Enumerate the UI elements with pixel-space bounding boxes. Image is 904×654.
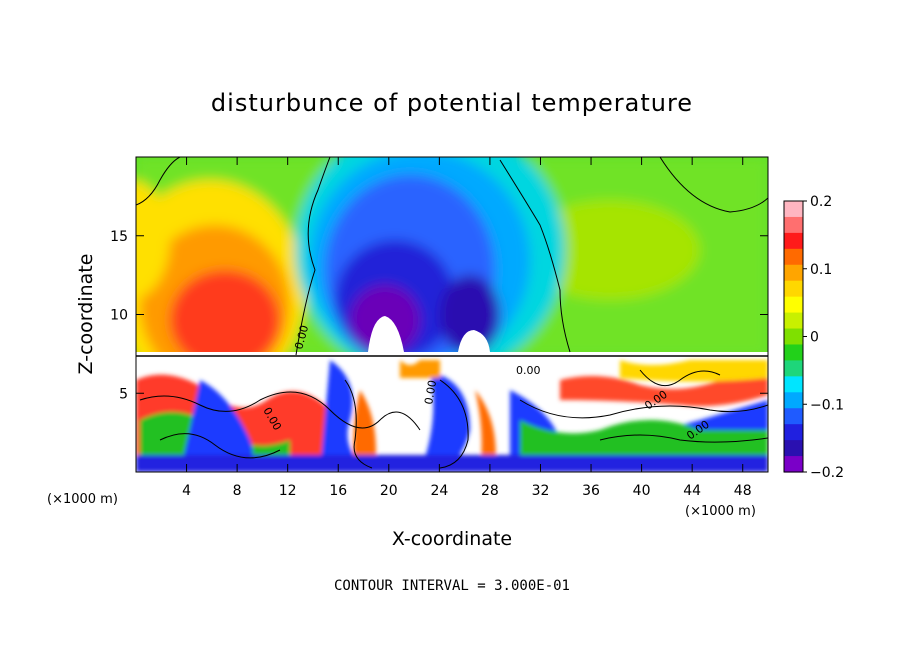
y-tick-label: 10	[110, 308, 128, 324]
contour-interval-note: CONTOUR INTERVAL = 3.000E-01	[334, 578, 570, 594]
x-tick-label: 20	[380, 483, 398, 499]
x-tick-label: 4	[182, 483, 191, 499]
colorbar-swatch	[784, 201, 803, 218]
x-tick-label: 24	[430, 483, 448, 499]
colorbar-tick-label: 0	[810, 330, 819, 346]
chart-title: disturbunce of potential temperature	[211, 89, 693, 117]
colorbar-swatch	[784, 328, 803, 346]
colorbar-swatch	[784, 456, 803, 473]
colorbar-swatch	[784, 264, 803, 282]
x-unit-label: (×1000 m)	[685, 504, 756, 519]
colorbar-swatch	[784, 296, 803, 314]
x-axis-label: X-coordinate	[392, 528, 512, 550]
colorbar-tick-label: 0.2	[810, 194, 832, 210]
x-tick-label: 8	[233, 483, 242, 499]
colorbar-swatch	[784, 408, 803, 425]
colorbar-tick-label: −0.1	[810, 397, 844, 413]
colorbar-swatch	[784, 216, 803, 234]
y-axis-label: Z-coordinate	[75, 254, 97, 375]
colorbar-swatch	[784, 392, 803, 409]
colorbar-swatch	[784, 424, 803, 441]
colorbar-tick-label: 0.1	[810, 262, 832, 278]
x-tick-label: 12	[279, 483, 297, 499]
colorbar-swatch	[784, 360, 803, 377]
colorbar-swatch	[784, 232, 803, 250]
x-tick-label: 32	[532, 483, 550, 499]
y-tick-label: 15	[110, 229, 128, 245]
colorbar-swatch	[784, 440, 803, 457]
x-tick-label: 40	[633, 483, 651, 499]
colorbar-swatch	[784, 312, 803, 330]
x-tick-label: 48	[734, 483, 752, 499]
contour-label-3: 0.00	[516, 364, 541, 377]
colorbar-swatch	[784, 248, 803, 266]
heatmap-field: 0.00 0.00 0.00 0.00 0.00 0.00	[136, 157, 768, 472]
y-unit-label: (×1000 m)	[47, 492, 118, 507]
colorbar-tick-label: −0.2	[810, 465, 844, 481]
colorbar-swatch	[784, 344, 803, 362]
x-tick-label: 44	[683, 483, 701, 499]
colorbar: 0.2 0.1 0 −0.1 −0.2	[783, 194, 844, 481]
y-tick-label: 5	[119, 386, 128, 402]
y-axis: 5 10 15	[110, 229, 768, 402]
contour-label-2: 0.00	[422, 379, 439, 405]
x-tick-label: 28	[481, 483, 499, 499]
contour-label: 0.00	[292, 324, 311, 351]
x-tick-label: 16	[329, 483, 347, 499]
colorbar-swatch	[784, 376, 803, 393]
colorbar-swatch	[784, 280, 803, 298]
x-axis: 4 8 12 16 20 24 28 32 36 40 44 48	[182, 157, 752, 499]
x-tick-label: 36	[582, 483, 600, 499]
